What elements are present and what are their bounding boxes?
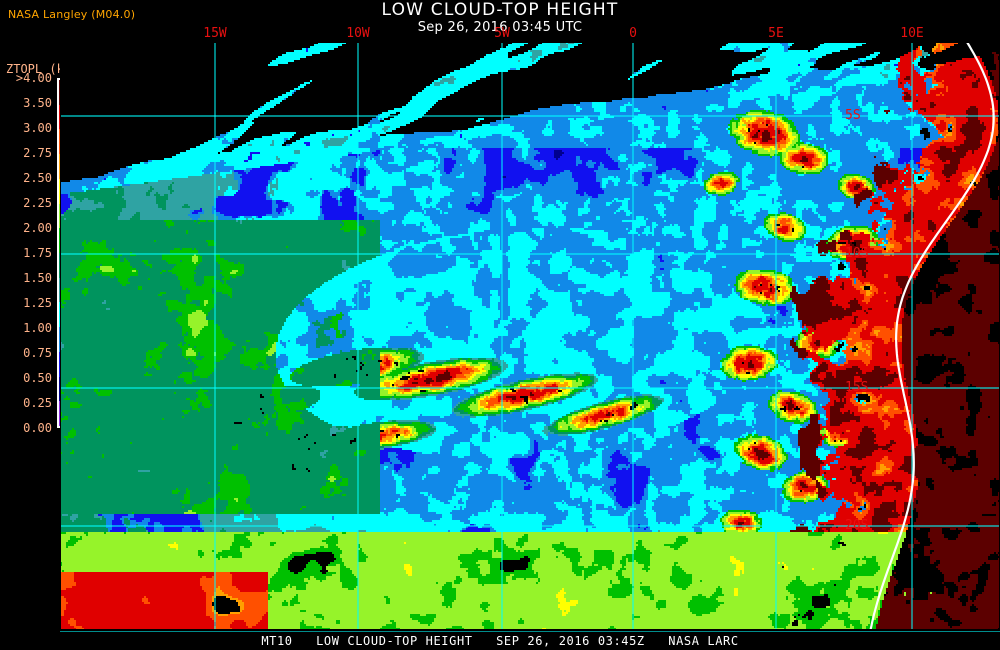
colorbar-tick-6: 2.00	[23, 221, 52, 235]
lon-tick-label-2: 5W	[494, 26, 510, 41]
colorbar-tick-10: 1.00	[23, 321, 52, 335]
colorbar-tick-9: 1.25	[23, 296, 52, 310]
map-overlay	[60, 42, 1000, 630]
colorbar-tick-11: 0.75	[23, 346, 52, 360]
agency-watermark: NASA Langley (M04.0)	[8, 8, 136, 21]
lat-tick-label-0: 5S	[845, 108, 861, 123]
colorbar-tick-0: >4.00	[15, 71, 52, 85]
status-bar: MT10 LOW CLOUD-TOP HEIGHT SEP 26, 2016 0…	[0, 632, 1000, 650]
status-source: NASA LARC	[668, 634, 739, 648]
lon-tick-label-4: 5E	[768, 26, 784, 41]
cloud-top-height-heatmap[interactable]	[60, 42, 1000, 630]
status-product-id: MT10	[261, 634, 293, 648]
colorbar-tick-2: 3.00	[23, 121, 52, 135]
colorbar-tick-3: 2.75	[23, 146, 52, 160]
colorbar-tick-7: 1.75	[23, 246, 52, 260]
footer-divider	[60, 631, 1000, 632]
colorbar-tick-12: 0.50	[23, 371, 52, 385]
lon-tick-label-3: 0	[629, 26, 637, 41]
page-title: LOW CLOUD-TOP HEIGHT	[381, 0, 619, 20]
lon-tick-label-0: 15W	[203, 26, 227, 41]
coastline	[869, 42, 995, 630]
lat-tick-label-2: 15S	[845, 380, 869, 395]
colorbar-tick-1: 3.50	[23, 96, 52, 110]
colorbar-tick-14: 0.00	[23, 421, 52, 435]
colorbar-tick-8: 1.50	[23, 271, 52, 285]
lon-tick-label-1: 10W	[346, 26, 370, 41]
lat-tick-label-1: 10S	[845, 246, 869, 261]
colorbar-tick-4: 2.50	[23, 171, 52, 185]
lon-tick-label-5: 10E	[900, 26, 924, 41]
status-product-name: LOW CLOUD-TOP HEIGHT	[316, 634, 473, 648]
status-timestamp: SEP 26, 2016 03:45Z	[496, 634, 645, 648]
lat-tick-label-3: 20S	[845, 518, 869, 533]
colorbar-tick-13: 0.25	[23, 396, 52, 410]
map-panel[interactable]: 15W 10W 5W 0 5E 10E 5S 10S 15S 20S	[60, 27, 1000, 630]
map-border	[60, 42, 1000, 630]
colorbar-tick-5: 2.25	[23, 196, 52, 210]
colorbar-tick-labels: >4.00 3.50 3.00 2.75 2.50 2.25 2.00 1.75 1.50 1.2…	[0, 71, 55, 435]
